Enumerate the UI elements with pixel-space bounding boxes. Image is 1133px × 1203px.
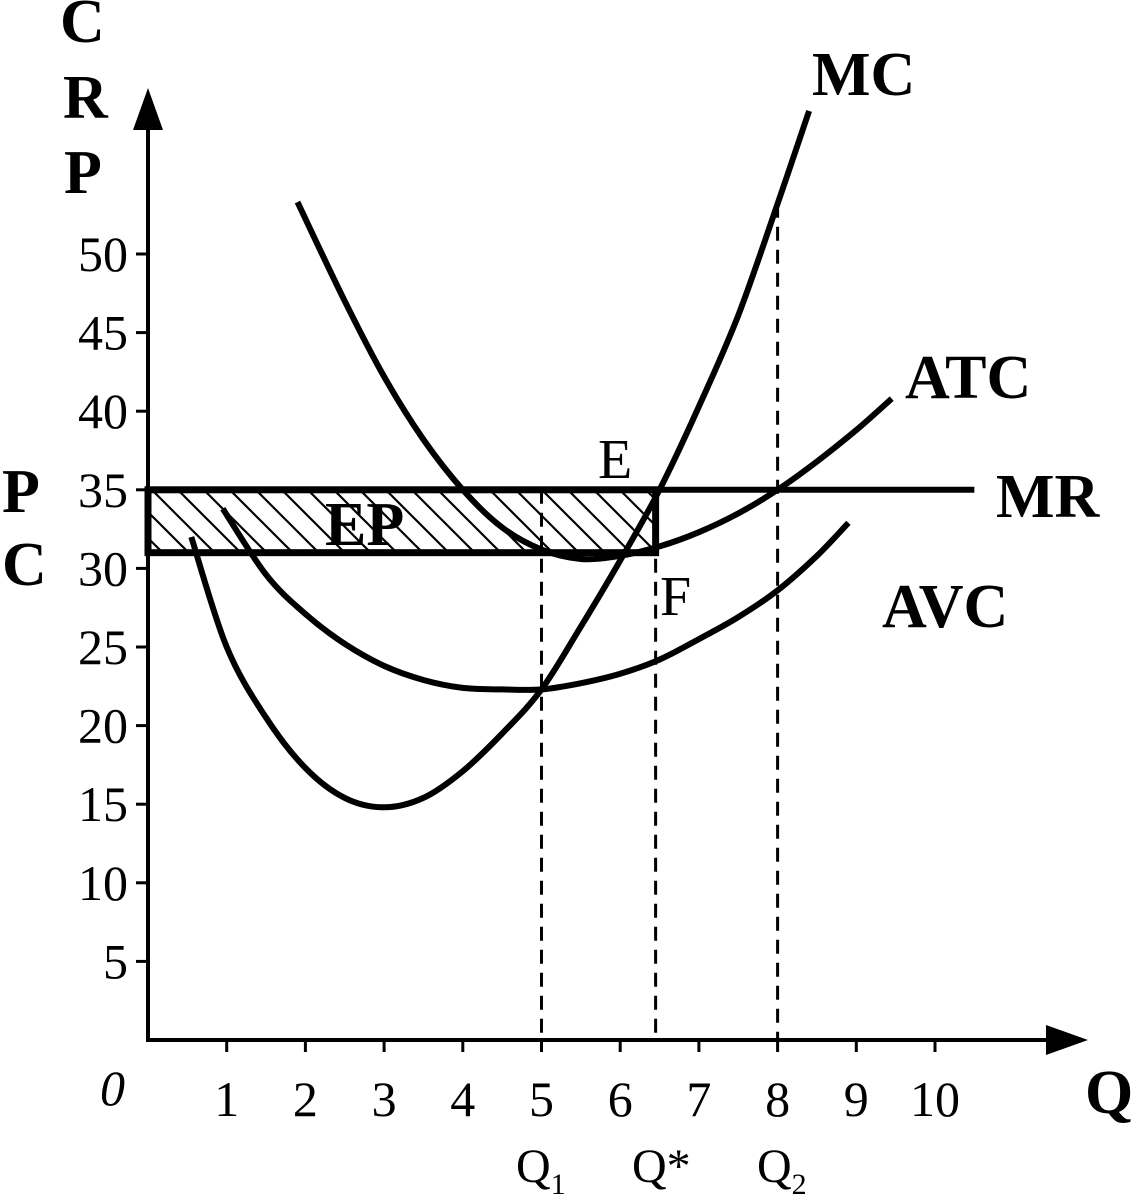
y-tick-label: 25 [78, 619, 128, 675]
avc-label: AVC [882, 573, 1008, 641]
x-tick-label: 7 [686, 1071, 711, 1127]
mc-label: MC [812, 41, 915, 109]
point-f-label: F [660, 566, 691, 628]
y-axis-title-p: P [64, 139, 102, 207]
economic-profit-label: EP [325, 491, 404, 559]
x-tick-label: 8 [765, 1071, 790, 1127]
point-e-label: E [598, 429, 632, 491]
mc-curve [188, 109, 812, 811]
reference-lines [540, 203, 780, 1040]
q1-label: Q1 [516, 1140, 566, 1201]
x-axis-arrowhead [1046, 1025, 1088, 1055]
x-axis-title: Q [1085, 1059, 1133, 1127]
y-tick-label: 50 [78, 226, 128, 282]
y-tick-label: 10 [78, 855, 128, 911]
cost-side-label: C [2, 531, 47, 599]
atc-curve [294, 200, 894, 563]
x-tick-label: 4 [450, 1071, 475, 1127]
q2-label: Q2 [757, 1140, 807, 1201]
x-tick-label: 1 [214, 1071, 239, 1127]
mr-label: MR [996, 463, 1101, 531]
x-tick-label: 2 [293, 1071, 318, 1127]
y-tick-label: 35 [78, 462, 128, 518]
y-tick-label: 20 [78, 698, 128, 754]
x-tick-label: 9 [844, 1071, 869, 1127]
q-star-label: Q* [632, 1140, 691, 1193]
atc-label: ATC [905, 344, 1031, 412]
origin-label: 0 [100, 1060, 125, 1116]
x-tick-label: 6 [608, 1071, 633, 1127]
y-tick-label: 15 [78, 776, 128, 832]
y-tick-label: 5 [103, 933, 128, 989]
x-tick-label: 5 [529, 1071, 554, 1127]
x-tick-label: 3 [372, 1071, 397, 1127]
y-axis-title-c: C [60, 0, 105, 56]
avc-curve [220, 507, 851, 693]
x-tick-label: 10 [910, 1071, 960, 1127]
y-axis-title-r: R [63, 64, 109, 132]
x-axis-ticks: 1 2 3 4 5 6 7 8 9 10 [214, 1040, 960, 1127]
y-axis-arrowhead [133, 88, 163, 130]
y-tick-label: 30 [78, 540, 128, 596]
y-axis-ticks: 5 10 15 20 25 30 35 40 45 50 [78, 226, 148, 989]
cost-curves [148, 109, 975, 811]
y-tick-label: 45 [78, 305, 128, 361]
y-tick-label: 40 [78, 383, 128, 439]
price-side-label: P [2, 458, 40, 526]
